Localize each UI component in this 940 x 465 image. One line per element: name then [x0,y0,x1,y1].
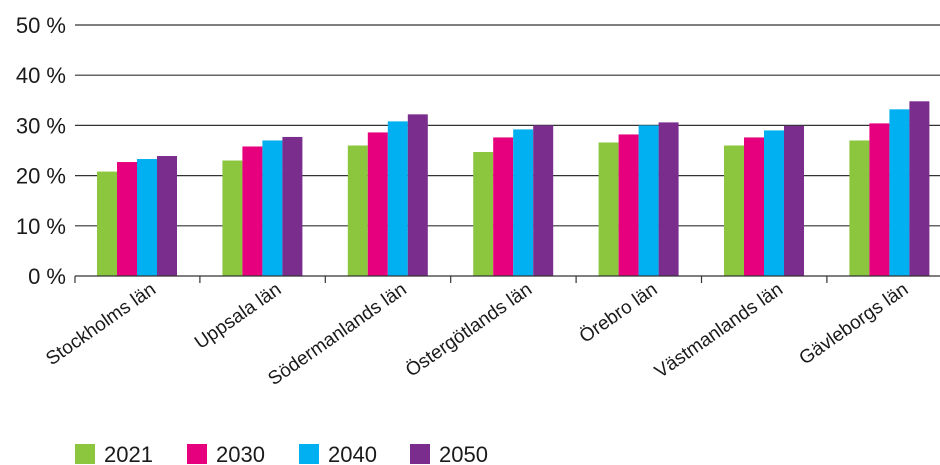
bar-2040-1 [262,140,283,276]
legend-label: 2021 [104,442,153,465]
bar-2021-1 [222,160,243,276]
x-axis [74,275,940,283]
y-tick-label: 0 % [28,264,66,289]
y-tick-label: 40 % [16,63,66,88]
legend-swatch-2021 [75,444,95,464]
category-label: Södermanlands län [265,279,411,390]
bar-2050-6 [909,101,930,276]
category-label: Gävleborgs län [796,279,913,370]
bar-2050-3 [533,125,554,277]
category-label: Stockholms län [42,279,160,370]
y-tick-label: 20 % [16,164,66,189]
bar-2040-5 [764,130,784,276]
bar-2030-3 [493,137,514,276]
category-label: Uppsala län [191,279,285,354]
bar-2030-0 [117,162,137,276]
bar-2021-3 [473,152,494,276]
bar-2050-4 [658,122,679,276]
legend-swatch-2040 [299,444,319,464]
bar-2050-5 [784,125,804,276]
legend-swatch-2050 [410,444,430,464]
bar-2040-4 [638,125,659,277]
legend-label: 2050 [439,442,488,465]
bar-2040-0 [137,159,157,276]
bar-2021-4 [598,142,619,276]
legend: 2021 2030 2040 2050 [75,442,488,465]
legend-swatch-2030 [187,444,207,464]
category-label: Västmanlands län [651,279,787,383]
category-label: Örebro län [576,279,662,348]
bar-2040-6 [889,109,910,276]
bars [97,101,930,277]
y-tick-label: 50 % [16,13,66,38]
bar-2030-4 [618,134,639,276]
bar-2030-6 [869,123,890,276]
y-axis-ticks: 0 % 10 % 20 % 30 % 40 % 50 % [16,13,66,289]
bar-2050-2 [407,114,428,276]
bar-2050-1 [282,136,303,276]
bar-2040-2 [387,121,408,276]
bar-2021-5 [724,145,744,276]
bar-2030-5 [744,137,764,276]
y-tick-label: 30 % [16,113,66,138]
bar-2040-3 [513,129,534,276]
bar-2030-1 [242,146,263,276]
bar-2050-0 [157,156,177,276]
bar-2021-0 [97,171,117,276]
bar-2030-2 [367,132,388,276]
bar-2021-2 [347,145,368,276]
legend-label: 2040 [328,442,377,465]
legend-label: 2030 [216,442,265,465]
y-tick-label: 10 % [16,214,66,239]
category-label: Östergötlands län [402,279,536,382]
bar-2021-6 [849,140,870,276]
